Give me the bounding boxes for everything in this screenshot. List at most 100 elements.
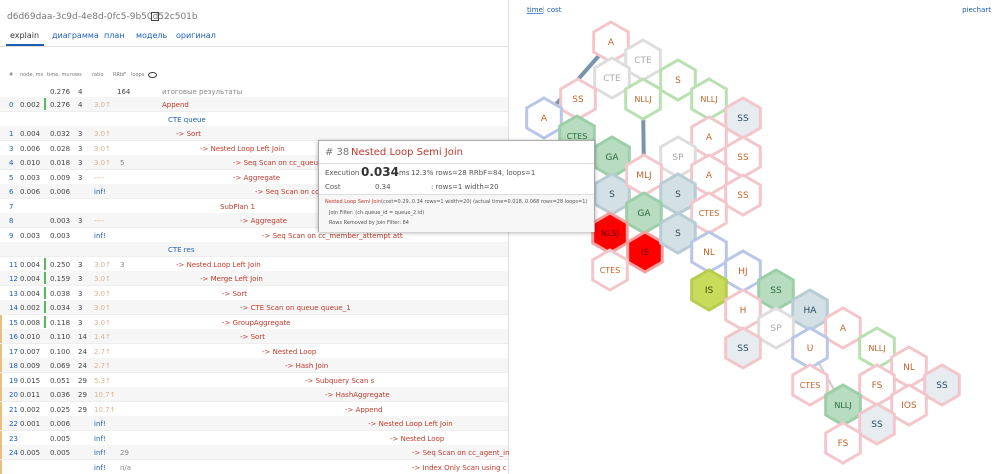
tab[interactable]: план bbox=[104, 31, 125, 40]
node-label: SS bbox=[871, 420, 883, 430]
node-ms: 0.015 bbox=[20, 376, 41, 385]
node-hex bbox=[890, 383, 928, 427]
tab[interactable]: оригинал bbox=[176, 31, 216, 40]
column-header: RRbF bbox=[113, 72, 126, 78]
row-marker bbox=[0, 401, 2, 416]
column-header: # bbox=[9, 72, 14, 78]
row-number: 23 bbox=[9, 434, 18, 443]
rows: 24 bbox=[78, 347, 87, 356]
time-ms: 0.034 bbox=[50, 304, 71, 312]
ratio: inf! bbox=[94, 434, 106, 443]
rows: 3 bbox=[78, 173, 83, 182]
summary-label: итоговые результаты bbox=[162, 88, 243, 96]
node-ms: 0.004 bbox=[20, 275, 41, 283]
node: -> Hash Join bbox=[285, 362, 329, 370]
node-label: SS bbox=[737, 191, 749, 201]
node-label: SP bbox=[672, 153, 684, 163]
eye-icon[interactable] bbox=[148, 72, 157, 78]
detail-node: Nested Loop Semi Join bbox=[325, 199, 381, 205]
row-number: 7 bbox=[9, 202, 14, 211]
row-number: 3 bbox=[9, 144, 14, 153]
ratio: 3.0↑ bbox=[94, 159, 111, 167]
node-label: NL bbox=[703, 248, 715, 258]
node-ms: 0.009 bbox=[20, 362, 41, 370]
node-ms: 0.007 bbox=[20, 347, 41, 356]
node-hex bbox=[724, 326, 762, 370]
node: -> Subquery Scan s bbox=[305, 376, 375, 385]
row-marker bbox=[0, 314, 2, 329]
filter: Join Filter: (ch.queue_id = queue_2.id) bbox=[329, 210, 425, 216]
tab[interactable]: explain bbox=[10, 31, 40, 40]
time-ms: 0.009 bbox=[50, 173, 71, 182]
node: SubPlan 1 bbox=[220, 202, 255, 211]
node-label: GA bbox=[637, 209, 651, 219]
node-ms: 0.006 bbox=[20, 144, 41, 153]
rows: 3 bbox=[78, 304, 83, 312]
node-label: SS bbox=[936, 381, 948, 391]
node-label: IS bbox=[641, 248, 650, 258]
time-ms: 0.018 bbox=[50, 159, 71, 167]
node: -> Append bbox=[345, 405, 383, 414]
node-hex bbox=[923, 363, 961, 407]
time-ms: 0.006 bbox=[50, 420, 71, 428]
node-hex bbox=[525, 96, 563, 140]
mode-time: time bbox=[527, 6, 543, 14]
node-label: CTE bbox=[634, 56, 652, 66]
tab[interactable]: модель bbox=[136, 31, 168, 40]
node-label: NLLJ bbox=[868, 344, 885, 353]
node: -> Nested Loop Left Join bbox=[368, 420, 453, 428]
time-ms: 0.069 bbox=[50, 362, 71, 370]
node-label: NLLJ bbox=[634, 95, 651, 104]
row-number: 4 bbox=[9, 159, 14, 167]
node-label: A bbox=[541, 114, 548, 124]
tab[interactable]: диаграмма bbox=[52, 31, 99, 40]
node-label: SS bbox=[737, 153, 749, 163]
node-label: CTES bbox=[800, 381, 821, 390]
ratio: 3.0↑ bbox=[94, 275, 111, 283]
ratio: 3.0↑ bbox=[94, 144, 111, 153]
explain-panel: d6d69daa-3c9d-4e8d-0fc5-9b50d52c501b expl… bbox=[0, 0, 510, 474]
row-marker bbox=[0, 459, 2, 474]
row bbox=[0, 358, 508, 373]
node: -> Seq Scan on cc_queue q bbox=[233, 159, 330, 167]
time-ms: 0.036 bbox=[50, 391, 71, 399]
column-header: loops bbox=[131, 72, 145, 78]
time-ms: 0.005 bbox=[50, 434, 71, 443]
node-label: S bbox=[675, 229, 681, 239]
node: -> Sort bbox=[222, 289, 247, 298]
ratio: 3.0↑ bbox=[94, 318, 111, 327]
row-number: 16 bbox=[9, 333, 18, 341]
node-label: GA bbox=[605, 153, 619, 163]
rows: 29 bbox=[78, 405, 87, 414]
row bbox=[0, 126, 508, 141]
node-label: HJ bbox=[738, 267, 747, 277]
time-ms: 0.003 bbox=[50, 217, 71, 225]
node: Append bbox=[162, 101, 189, 109]
row-number: 15 bbox=[9, 318, 18, 327]
row-number: 19 bbox=[9, 376, 18, 385]
node-ms: 0.004 bbox=[20, 260, 41, 269]
row bbox=[0, 387, 508, 402]
ratio: 1.4↑ bbox=[94, 333, 111, 341]
exec-value: 0.034 bbox=[361, 165, 399, 179]
node-label: FS bbox=[872, 381, 883, 391]
row bbox=[0, 97, 508, 112]
row bbox=[0, 111, 508, 127]
node: -> Seq Scan on cc_member_attempt att bbox=[262, 231, 403, 240]
time-ms: 0.005 bbox=[50, 449, 71, 457]
node-label: CTES bbox=[600, 266, 621, 275]
copy-icon[interactable] bbox=[151, 12, 159, 21]
node-label: NLSJ bbox=[601, 229, 619, 238]
time-ms: 0.032 bbox=[50, 130, 71, 138]
ratio: inf! bbox=[94, 188, 106, 196]
rows: 3 bbox=[78, 159, 83, 167]
ratio: inf! bbox=[94, 463, 106, 472]
node-hex bbox=[757, 306, 795, 350]
row-marker bbox=[0, 416, 2, 430]
node-ms: 0.011 bbox=[20, 391, 41, 399]
node-ms: 0.005 bbox=[20, 449, 41, 457]
rows: 3 bbox=[78, 289, 83, 298]
node-ms: 0.003 bbox=[20, 231, 41, 240]
node: -> Seq Scan on cc_agent_in bbox=[412, 449, 510, 457]
